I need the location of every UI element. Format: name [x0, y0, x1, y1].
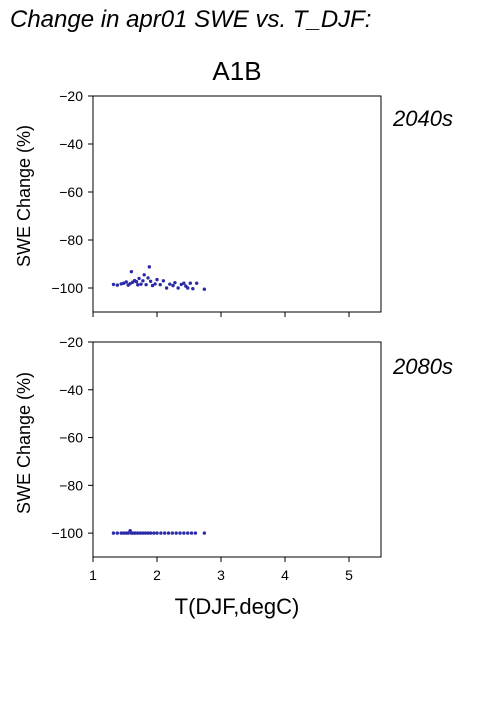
- data-point: [136, 283, 140, 287]
- data-point: [137, 276, 141, 281]
- data-point: [119, 282, 123, 286]
- x-tick-label: 3: [217, 567, 225, 583]
- data-point: [146, 531, 150, 535]
- panel-2080s: −20 −40 −60 −80 −100 1 2 3 4 5: [51, 334, 382, 583]
- data-point: [141, 531, 145, 535]
- data-point: [173, 281, 177, 285]
- data-point: [178, 531, 182, 535]
- data-point: [174, 531, 178, 535]
- data-point: [182, 531, 186, 535]
- data-point: [161, 279, 166, 283]
- data-point: [111, 531, 116, 535]
- data-point: [134, 280, 139, 284]
- data-point: [148, 531, 153, 535]
- data-point: [191, 287, 195, 291]
- data-point: [138, 531, 143, 535]
- data-point: [148, 279, 153, 283]
- data-point: [162, 531, 167, 535]
- y-tick-label: −60: [59, 430, 83, 446]
- data-point: [139, 282, 143, 286]
- data-point: [133, 531, 137, 535]
- data-point: [128, 281, 132, 286]
- data-point: [171, 283, 175, 288]
- data-point: [168, 282, 172, 286]
- y-tick-label: −60: [59, 184, 83, 200]
- data-point: [202, 531, 207, 535]
- plot-frame: [92, 341, 382, 558]
- data-point: [153, 282, 157, 286]
- y-tick-label: −20: [59, 88, 83, 104]
- period-label-2040s: 2040s: [392, 106, 453, 131]
- data-point: [164, 286, 169, 290]
- y-tick-label: −20: [59, 334, 83, 350]
- data-point: [122, 531, 126, 535]
- data-point: [158, 282, 162, 287]
- data-point: [194, 281, 199, 285]
- data-point: [143, 531, 148, 535]
- data-point: [182, 281, 186, 285]
- data-point: [115, 283, 120, 287]
- y-tick-label: −100: [51, 525, 83, 541]
- data-point: [142, 273, 146, 277]
- data-point: [170, 531, 175, 535]
- data-point: [155, 277, 159, 282]
- data-point: [176, 286, 180, 290]
- data-point: [155, 531, 159, 535]
- data-point: [202, 287, 207, 291]
- y-tick-label: −100: [51, 280, 83, 296]
- y-axis-label-2040s: SWE Change (%): [14, 125, 34, 267]
- data-point: [122, 281, 126, 285]
- data-point: [126, 531, 130, 535]
- y-tick-label: −40: [59, 136, 83, 152]
- data-point: [186, 286, 190, 290]
- data-point: [124, 280, 128, 284]
- data-point: [146, 276, 150, 280]
- data-point: [193, 531, 198, 535]
- x-axis-label: T(DJF,degC): [175, 594, 300, 619]
- x-tick-label: 5: [345, 567, 353, 583]
- y-tick-label: −80: [59, 477, 83, 493]
- data-point: [115, 531, 120, 535]
- x-tick-label: 1: [89, 567, 97, 583]
- data-point: [144, 282, 148, 287]
- data-point: [141, 279, 145, 283]
- page-title: Change in apr01 SWE vs. T_DJF:: [10, 6, 371, 33]
- plot-frame: [92, 95, 382, 313]
- data-point: [159, 531, 163, 535]
- data-point: [179, 282, 184, 287]
- data-point: [111, 282, 116, 287]
- x-tick-label: 2: [153, 567, 161, 583]
- data-point: [119, 531, 123, 535]
- data-point: [166, 531, 171, 535]
- y-tick-label: −40: [59, 382, 83, 398]
- x-tick-label: 4: [281, 567, 289, 583]
- y-tick-label: −80: [59, 232, 83, 248]
- data-point: [152, 531, 156, 535]
- data-point: [136, 531, 140, 535]
- data-point: [188, 281, 192, 285]
- data-point: [147, 265, 152, 269]
- scenario-title: A1B: [212, 56, 261, 86]
- data-point: [129, 269, 134, 274]
- data-point: [150, 283, 155, 288]
- panel-2040s: −20 −40 −60 −80 −100: [51, 88, 382, 317]
- data-point: [189, 531, 194, 535]
- y-axis-label-2080s: SWE Change (%): [14, 372, 34, 514]
- period-label-2080s: 2080s: [392, 354, 453, 379]
- data-point: [186, 531, 190, 535]
